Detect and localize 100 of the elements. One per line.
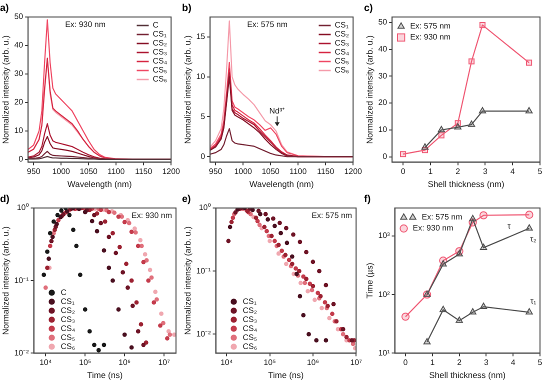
x-tick-label: 10⁷ [158, 358, 170, 368]
x-axis-title: Time (ns) [268, 370, 304, 380]
y-axis-title: Normalized intensity (arb. u.) [364, 35, 374, 144]
x-tick-label: 3 [482, 167, 488, 176]
x-tick-label: 1150 [317, 167, 335, 176]
legend-label: CS₅ [334, 56, 350, 66]
legend-label: CS₁ [242, 296, 257, 306]
x-tick-label: 4 [510, 167, 516, 176]
legend-label: CS₅ [60, 332, 76, 342]
y-axis-title: Normalized intensity (arb. u.) [0, 35, 10, 144]
y-tick-label: 10³ [378, 231, 390, 240]
y-tick-label: 10⁰ [198, 203, 211, 212]
legend-label: Ex: 575 nm [410, 22, 451, 31]
annotation: τ [507, 221, 512, 230]
y-axis-title: Normalized intensity (arb. u.) [0, 226, 10, 335]
y-tick-label: 10⁻² [14, 348, 30, 358]
x-tick-label: 10⁶ [306, 358, 320, 368]
legend-label: C [60, 288, 67, 297]
y-tick-label: 10⁻² [196, 329, 212, 338]
y-tick-label: 10 [378, 125, 388, 134]
x-tick-label: 0 [400, 167, 406, 176]
legend-label: Ex: 575 nm [422, 212, 463, 222]
y-axis-title: Normalized intensity (arb. u.) [182, 226, 192, 335]
x-tick-label: 5 [538, 358, 543, 368]
y-tick-label: 0 [18, 154, 24, 164]
y-tick-label: 40 [378, 44, 388, 54]
y-tick-label: 30 [14, 69, 24, 78]
legend-label: CS₃ [152, 48, 168, 57]
y-tick-label: 10² [378, 290, 390, 299]
x-tick-label: 10⁴ [220, 358, 234, 368]
x-tick-label: 1150 [135, 167, 153, 176]
x-tick-label: 1050 [262, 167, 280, 176]
x-tick-label: 1050 [80, 167, 98, 176]
legend-label: CS₆ [242, 342, 258, 351]
y-tick-label: 10 [196, 72, 206, 82]
annotation: Ex: 575 nm [247, 20, 288, 29]
legend-label: CS₆ [60, 342, 76, 351]
x-tick-label: 0 [403, 358, 408, 368]
legend-label: CS₃ [242, 314, 258, 324]
y-tick-label: 0 [382, 152, 388, 162]
x-tick-label: 1000 [234, 167, 253, 176]
y-axis-title: Time (µs) [364, 262, 374, 298]
x-axis-title: Shell thickness (nm) [429, 370, 506, 380]
x-tick-label: 5 [538, 167, 543, 176]
chart-title: c) [364, 2, 373, 14]
x-tick-label: 950 [208, 167, 223, 176]
legend-label: CS₂ [334, 30, 349, 39]
annotation: Ex: 930 nm [65, 20, 106, 29]
x-axis-title: Wavelength (nm) [67, 179, 132, 190]
annotation: Nd³⁺ [269, 106, 286, 116]
x-tick-label: 1000 [52, 167, 71, 176]
legend-label: CS₅ [152, 66, 168, 75]
legend-label: CS₄ [334, 48, 350, 57]
x-axis-title: Time (ns) [87, 370, 123, 380]
x-tick-label: 950 [26, 167, 41, 176]
chart-title: e) [182, 194, 191, 205]
legend-label: CS₁ [152, 30, 167, 39]
x-tick-label: 10⁵ [79, 358, 92, 368]
y-tick-label: 15 [196, 32, 206, 42]
y-tick-label: 30 [378, 71, 388, 80]
y-tick-label: 10¹ [378, 348, 390, 358]
legend-label: CS₂ [60, 306, 75, 315]
y-tick-label: 10 [14, 126, 24, 136]
chart-title: a) [0, 2, 9, 14]
x-tick-label: 1100 [290, 167, 308, 176]
legend-label: CS₂ [152, 38, 167, 48]
y-tick-label: 50 [14, 12, 24, 22]
y-tick-label: 5 [200, 112, 206, 121]
legend-label: CS₆ [334, 66, 350, 75]
annotation: Ex: 575 nm [312, 211, 352, 220]
x-tick-label: 1100 [108, 167, 126, 176]
x-tick-label: 3 [484, 358, 489, 368]
annotation: Ex: 930 nm [132, 211, 172, 220]
x-tick-label: 1 [428, 167, 434, 176]
x-tick-label: 1200 [162, 167, 181, 176]
annotation: τ₂ [530, 234, 536, 244]
y-tick-label: 50 [378, 18, 388, 27]
legend-label: CS₁ [334, 20, 349, 30]
legend-label: C [152, 20, 159, 30]
y-tick-label: 10⁻¹ [196, 266, 212, 276]
x-tick-label: 2 [457, 358, 462, 368]
x-tick-label: 1200 [344, 167, 363, 176]
x-tick-label: 10⁵ [264, 358, 276, 368]
legend-label: CS₂ [242, 306, 257, 315]
y-tick-label: 0 [200, 152, 206, 161]
legend-label: Ex: 930 nm [412, 224, 454, 233]
y-tick-label: 20 [378, 98, 388, 108]
y-tick-label: 10⁻¹ [14, 276, 30, 285]
x-tick-label: 10⁷ [350, 358, 362, 368]
chart-title: d) [0, 194, 10, 205]
legend-label: CS₄ [60, 324, 76, 333]
legend-label: CS₅ [242, 332, 258, 342]
legend-label: CS₄ [242, 324, 258, 333]
x-tick-label: 1 [430, 358, 436, 368]
y-tick-label: 20 [14, 98, 24, 107]
x-tick-label: 4 [510, 358, 516, 368]
chart-title: b) [182, 2, 192, 14]
x-tick-label: 10⁴ [39, 358, 52, 368]
legend-label: CS₃ [60, 314, 76, 324]
legend-label: CS₆ [152, 74, 168, 84]
